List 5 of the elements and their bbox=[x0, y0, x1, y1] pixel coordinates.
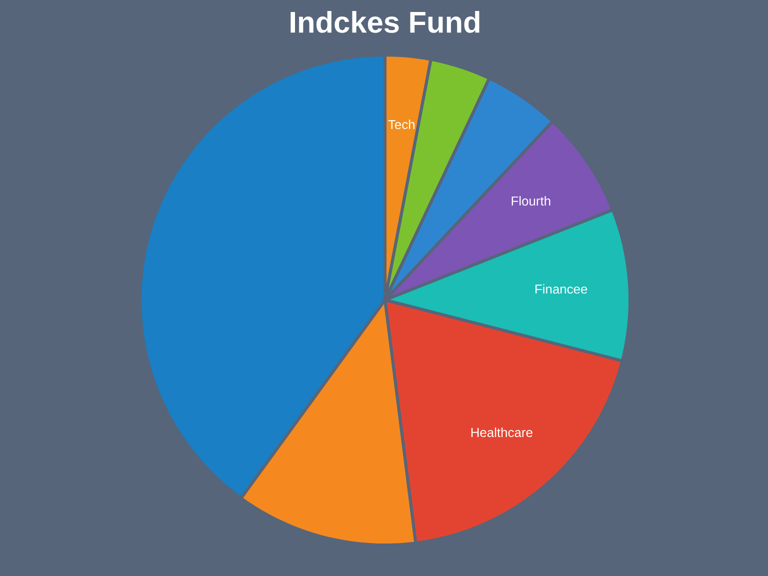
slice-label: Tech bbox=[388, 120, 414, 130]
slice-label: Healthcare bbox=[471, 428, 532, 438]
slice-label: Flourth bbox=[512, 196, 550, 206]
slice-label: Financee bbox=[535, 284, 588, 294]
chart-title: Indckes Fund bbox=[290, 10, 480, 33]
